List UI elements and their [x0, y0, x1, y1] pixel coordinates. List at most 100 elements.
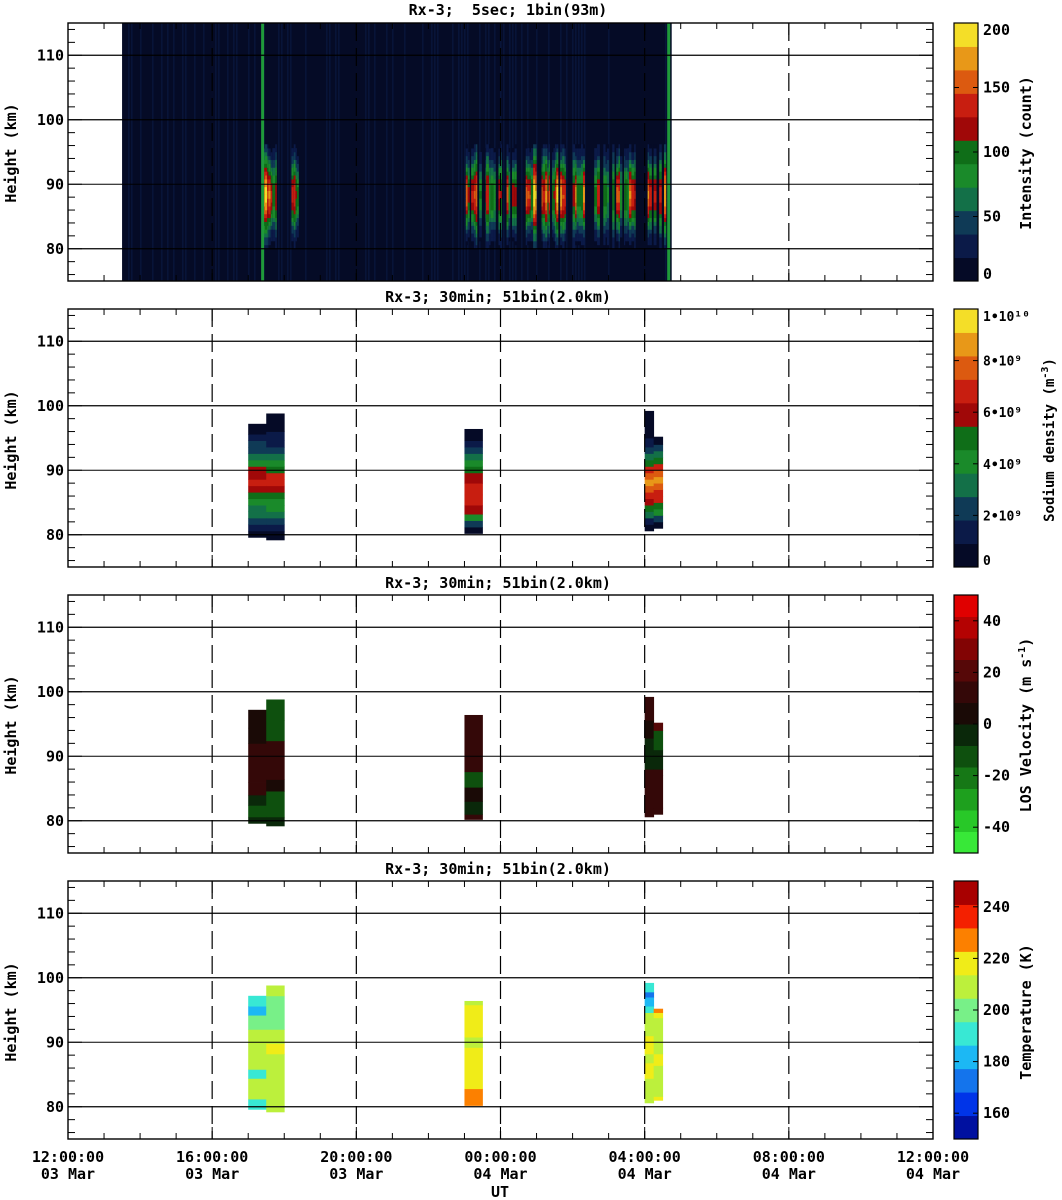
panel-1-intensity-cell	[529, 206, 531, 211]
panel-1-intensity-cell	[659, 229, 662, 234]
panel-1-intensity-cell	[597, 198, 600, 203]
panel-1-intensity-cell	[582, 144, 585, 149]
panel-1-burst-strip	[533, 144, 536, 250]
panel-1-intensity-cell	[612, 194, 615, 199]
panel-1-noise-streak	[233, 23, 235, 281]
colorbar-2-swatch	[954, 496, 978, 521]
panel-1-intensity-cell	[580, 237, 583, 242]
colorbar-4-swatch	[954, 1068, 978, 1093]
panel-1-intensity-cell	[594, 225, 598, 230]
panel-1-intensity-cell	[618, 202, 620, 207]
panel-1-intensity-cell	[529, 229, 531, 234]
panel-4-data-cell	[464, 1088, 483, 1106]
panel-1-intensity-cell	[560, 221, 563, 226]
panel-1-intensity-cell	[486, 244, 489, 250]
panel-1-intensity-cell	[488, 186, 491, 191]
panel-1-intensity-cell	[508, 159, 511, 164]
panel-1-intensity-cell	[541, 148, 543, 153]
panel-1-intensity-cell	[564, 221, 566, 226]
panel-1-intensity-cell	[663, 148, 667, 153]
panel-1-intensity-cell	[572, 155, 576, 161]
panel-1-intensity-cell	[272, 152, 276, 157]
panel-1-intensity-cell	[603, 171, 606, 176]
panel-1-intensity-cell	[634, 171, 636, 176]
panel-1-intensity-cell	[560, 202, 563, 207]
panel-2-data-cell	[266, 453, 285, 461]
panel-1-intensity-cell	[631, 155, 635, 161]
panel-1-burst-strip	[500, 144, 502, 250]
panel-1-intensity-cell	[500, 221, 502, 226]
panel-1-intensity-cell	[627, 163, 629, 168]
panel-1-intensity-cell	[508, 152, 511, 157]
panel-1-intensity-cell	[594, 182, 598, 188]
panel-1-intensity-cell	[618, 229, 620, 234]
panel-1-intensity-cell	[490, 155, 494, 161]
panel-1-intensity-cell	[545, 206, 548, 211]
panel-1-intensity-cell	[488, 217, 491, 222]
panel-1-intensity-cell	[663, 167, 667, 172]
panel-1-intensity-cell	[594, 202, 598, 207]
panel-1-intensity-cell	[606, 163, 610, 168]
panel-1-intensity-cell	[605, 217, 607, 222]
panel-1-noise-streak	[464, 23, 466, 281]
panel-1-intensity-cell	[552, 171, 554, 176]
panel-1-intensity-cell	[564, 167, 566, 172]
panel-1-intensity-cell	[597, 167, 600, 172]
panel-1-intensity-cell	[267, 217, 269, 222]
panel-1-intensity-cell	[465, 202, 468, 207]
panel-1-intensity-cell	[612, 182, 615, 188]
panel-1-intensity-cell	[535, 194, 537, 199]
panel-1-intensity-cell	[542, 171, 546, 176]
panel-1-intensity-cell	[525, 152, 528, 157]
panel-1-intensity-cell	[606, 202, 610, 207]
panel-1-burst-strip	[649, 144, 652, 246]
panel-1-intensity-cell	[490, 206, 494, 211]
panel-1-intensity-cell	[628, 167, 632, 172]
panel-1-intensity-cell	[475, 152, 478, 157]
panel-1-intensity-cell	[527, 198, 530, 203]
colorbar-2-tick-label: 4•10⁹	[983, 458, 1022, 473]
panel-1-intensity-cell	[582, 233, 585, 238]
panel-1-intensity-cell	[275, 202, 277, 207]
panel-1-intensity-cell	[488, 210, 491, 215]
panel-1-burst-strip	[603, 144, 606, 250]
panel-1-intensity-cell	[506, 198, 509, 203]
panel-1-intensity-cell	[488, 190, 491, 195]
panel-1-intensity-cell	[580, 221, 583, 226]
panel-1-intensity-cell	[272, 237, 276, 242]
panel-1-intensity-cell	[576, 182, 579, 188]
panel-1-intensity-cell	[556, 217, 559, 222]
panel-1-intensity-cell	[628, 155, 632, 161]
panel-1-burst-strip	[270, 148, 273, 242]
panel-1-intensity-cell	[582, 213, 585, 219]
panel-1-intensity-cell	[634, 179, 636, 184]
panel-1-intensity-cell	[594, 241, 598, 246]
panel-1-intensity-cell	[267, 190, 269, 195]
panel-1-intensity-cell	[498, 221, 501, 226]
colorbar-3-swatch	[954, 724, 978, 746]
panel-1-intensity-cell	[473, 194, 476, 199]
panel-1-intensity-cell	[490, 190, 494, 195]
panel-1-burst-strip	[653, 144, 657, 246]
panel-1-intensity-cell	[508, 179, 511, 184]
panel-1-intensity-cell	[486, 171, 489, 176]
panel-1-intensity-cell	[267, 155, 269, 161]
panel-1-intensity-cell	[576, 144, 579, 149]
panel-1-intensity-cell	[490, 241, 494, 246]
panel-1-intensity-cell	[663, 241, 667, 246]
panel-1-intensity-cell	[530, 217, 534, 222]
panel-1-intensity-cell	[530, 202, 534, 207]
panel-1-intensity-cell	[627, 233, 629, 238]
panel-1-burst-strip	[553, 148, 555, 246]
panel-1-intensity-cell	[603, 210, 606, 215]
panel-1-intensity-cell	[547, 175, 549, 180]
panel-1-intensity-cell	[594, 186, 598, 191]
panel-1-intensity-cell	[465, 144, 468, 149]
panel-1-intensity-cell	[649, 155, 652, 161]
panel-1-intensity-cell	[529, 237, 531, 242]
panel-1-intensity-cell	[553, 155, 555, 161]
panel-1-intensity-cell	[625, 186, 628, 191]
panel-1-intensity-cell	[576, 233, 579, 238]
panel-1-intensity-cell	[575, 237, 577, 242]
panel-1-intensity-cell	[500, 198, 502, 203]
